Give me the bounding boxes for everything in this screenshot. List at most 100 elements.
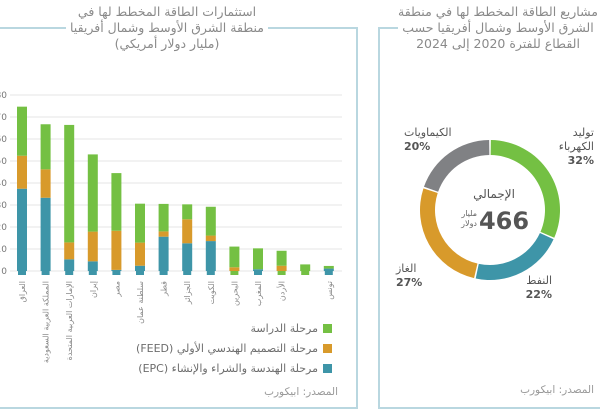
category-marker — [230, 271, 239, 275]
bar-segment — [300, 264, 311, 271]
category-marker — [183, 271, 192, 275]
category-marker — [324, 271, 333, 275]
bar-chart-title: استثمارات الطاقة المخطط لها في منطقة الش… — [66, 4, 268, 52]
bar-segment — [17, 106, 27, 156]
y-tick-label: 30 — [0, 201, 7, 211]
category-marker — [301, 271, 310, 275]
x-tick-label: قطر — [160, 281, 169, 297]
bar-segment — [205, 206, 216, 236]
donut-unit: دولار — [460, 219, 477, 228]
left-source: المصدر: ابيكورب — [264, 386, 338, 398]
y-tick-label: 40 — [0, 179, 7, 189]
bar-segment — [64, 259, 75, 271]
y-tick-label: 0 — [1, 267, 7, 277]
bar-segment — [87, 231, 98, 262]
donut-center-label: الإجمالي — [473, 187, 515, 201]
slice-percent: 20% — [404, 140, 430, 153]
legend-item-epc: مرحلة الهندسة والشراء والإنشاء (EPC) — [136, 358, 332, 378]
legend-item-feed: مرحلة التصميم الهندسي الأولي (FEED) — [136, 338, 332, 358]
category-marker — [41, 271, 50, 275]
x-tick-label: سلطنة عمان — [136, 281, 145, 324]
legend-swatch — [323, 363, 332, 373]
right-source: المصدر: ابيكورب — [520, 384, 594, 396]
bar-segment — [253, 269, 263, 271]
bar-segment — [64, 242, 75, 260]
bar-segment — [229, 267, 240, 271]
bar-segment — [111, 230, 122, 270]
donut-chart-panel — [378, 27, 600, 409]
x-tick-label: مصر — [112, 281, 121, 298]
divider — [0, 27, 66, 29]
title-line: القطاع للفترة 2020 إلى 2024 — [416, 36, 580, 51]
x-tick-label: البحرين — [230, 281, 239, 306]
bar-segment — [253, 248, 263, 270]
slice-label: الكهرباء — [559, 140, 594, 153]
y-tick-label: 80 — [0, 91, 7, 101]
category-marker — [112, 271, 121, 275]
bar-segment — [87, 261, 98, 271]
legend-label: مرحلة التصميم الهندسي الأولي (FEED) — [136, 341, 318, 355]
slice-label: النفط — [526, 274, 552, 287]
slice-label: توليد — [573, 126, 594, 139]
donut-slice — [475, 233, 554, 280]
donut-unit: مليار — [460, 209, 477, 218]
y-tick-label: 10 — [0, 245, 7, 255]
donut-total-value: 466 — [479, 207, 529, 235]
bar-segment — [17, 188, 27, 271]
x-tick-label: الكويت — [207, 281, 216, 304]
bar-segment — [40, 197, 51, 271]
divider — [268, 27, 358, 29]
category-marker — [159, 271, 168, 275]
title-line: (مليار دولار أمريكي) — [114, 36, 220, 51]
bar-segment — [135, 242, 145, 266]
x-tick-label: الإمارات العربية المتحدة — [65, 281, 75, 360]
category-marker — [88, 271, 97, 275]
y-tick-label: 70 — [0, 113, 7, 123]
category-marker — [65, 271, 74, 275]
bar-segment — [205, 241, 216, 271]
legend-swatch — [323, 343, 332, 353]
x-tick-label: المملكة العربية السعودية — [42, 281, 51, 363]
legend-swatch — [323, 323, 332, 333]
bar-legend: مرحلة الدراسة مرحلة التصميم الهندسي الأو… — [136, 318, 332, 378]
bar-segment — [135, 265, 145, 271]
bar-segment — [111, 269, 122, 271]
y-tick-label: 20 — [0, 223, 7, 233]
category-marker — [136, 271, 144, 275]
slice-label: الغاز — [395, 262, 416, 275]
title-line: مشاريع الطاقة المخطط لها في منطقة — [398, 4, 598, 19]
bar-segment — [135, 203, 145, 243]
bar-segment — [158, 236, 169, 271]
legend-item-study: مرحلة الدراسة — [136, 318, 332, 338]
y-tick-label: 60 — [0, 135, 7, 145]
bar-segment — [64, 124, 75, 243]
bar-segment — [205, 235, 216, 242]
bar-segment — [40, 124, 51, 170]
bar-segment — [182, 219, 193, 244]
divider — [378, 27, 398, 29]
category-marker — [254, 271, 262, 275]
bar-segment — [158, 231, 169, 237]
bar-segment — [17, 155, 27, 189]
x-tick-label: الأردن — [277, 281, 287, 301]
x-tick-label: الجزائر — [183, 281, 192, 305]
legend-label: مرحلة الهندسة والشراء والإنشاء (EPC) — [138, 361, 318, 375]
bar-segment — [182, 243, 193, 271]
y-tick-label: 50 — [0, 157, 7, 167]
bar-segment — [40, 169, 51, 198]
x-tick-label: إيران — [89, 281, 99, 298]
bar-segment — [323, 265, 334, 269]
category-marker — [18, 271, 26, 275]
donut-slice — [490, 140, 560, 238]
slice-percent: 27% — [396, 276, 422, 289]
x-tick-label: العراق — [18, 281, 27, 302]
bar-segment — [111, 173, 122, 231]
bar-segment — [87, 154, 98, 232]
category-marker — [277, 271, 286, 275]
title-line: استثمارات الطاقة المخطط لها في — [77, 4, 257, 19]
title-line: منطقة الشرق الأوسط وشمال أفريقيا — [69, 20, 264, 35]
bar-segment — [276, 265, 287, 271]
donut-slice — [420, 188, 478, 279]
x-tick-label: تونس — [325, 281, 334, 300]
